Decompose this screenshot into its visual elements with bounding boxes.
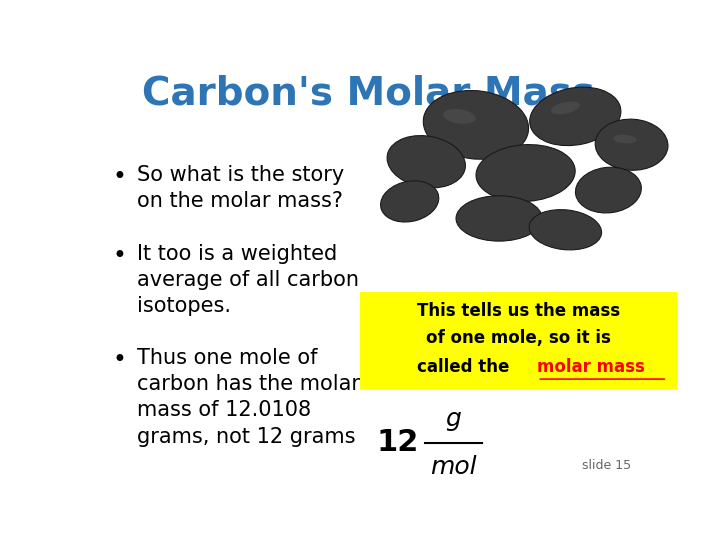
Text: So what is the story
on the molar mass?: So what is the story on the molar mass? [138,165,345,211]
Text: •: • [112,348,126,372]
Ellipse shape [595,119,668,170]
Ellipse shape [613,134,636,144]
FancyBboxPatch shape [360,292,677,389]
Text: mol: mol [431,455,477,479]
Ellipse shape [530,87,621,146]
Ellipse shape [575,167,642,213]
Ellipse shape [476,145,575,201]
Text: It too is a weighted
average of all carbon
isotopes.: It too is a weighted average of all carb… [138,244,359,316]
Ellipse shape [387,136,465,188]
Text: •: • [112,244,126,268]
Ellipse shape [381,181,438,222]
Text: slide 15: slide 15 [582,460,631,472]
Ellipse shape [423,91,528,159]
Text: of one mole, so it is: of one mole, so it is [426,329,611,347]
Text: called the: called the [417,359,515,376]
Text: molar mass: molar mass [537,359,645,376]
Text: •: • [112,165,126,188]
Text: g: g [446,407,462,430]
Text: Carbon's Molar Mass: Carbon's Molar Mass [143,75,595,113]
Ellipse shape [529,210,602,250]
Ellipse shape [443,109,476,124]
Text: This tells us the mass: This tells us the mass [417,302,620,320]
Ellipse shape [456,195,542,241]
Ellipse shape [551,102,580,114]
Text: 12: 12 [377,428,419,457]
Text: Thus one mole of
carbon has the molar
mass of 12.0108
grams, not 12 grams: Thus one mole of carbon has the molar ma… [138,348,361,447]
